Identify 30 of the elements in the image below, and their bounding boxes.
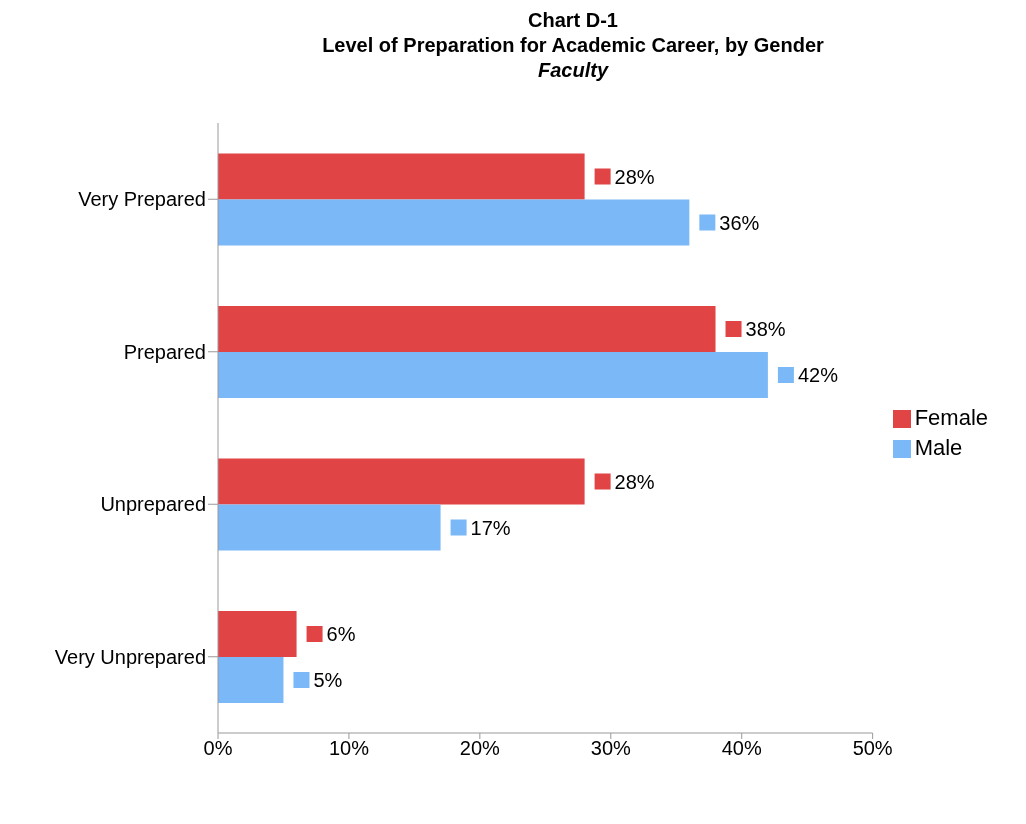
data-label: 17% (470, 516, 511, 539)
y-tick-label: Unprepared (100, 493, 206, 516)
bar (218, 611, 297, 657)
legend-label: Female (914, 405, 988, 430)
x-tick-label: 30% (590, 737, 632, 760)
legend-label: Male (914, 435, 963, 460)
data-label: 36% (719, 211, 760, 234)
data-label: 42% (797, 364, 839, 386)
data-label: 38% (745, 318, 786, 340)
y-tick-label: Very Unprepared (54, 645, 206, 668)
bar (218, 504, 441, 551)
bar (218, 657, 284, 703)
bar (218, 199, 690, 246)
data-label: 28% (614, 470, 655, 493)
bar (218, 458, 585, 505)
bar (218, 352, 768, 398)
data-label: 6% (326, 623, 356, 645)
x-tick-label: 10% (328, 737, 370, 760)
y-tick-label: Very Prepared (78, 188, 206, 211)
data-label: 28% (614, 165, 655, 188)
x-tick-label: 0% (203, 737, 233, 760)
x-tick-label: 40% (721, 737, 762, 760)
chart-subtitle: Faculty (537, 58, 610, 83)
y-tick-label: Prepared (123, 340, 206, 363)
bar (218, 153, 585, 200)
data-label: 5% (313, 669, 343, 691)
chart-title: Chart D-1 Level of Preparation for Academic Career, by Gender (321, 8, 825, 58)
bar (218, 306, 716, 352)
x-tick-label: 20% (459, 737, 501, 760)
x-tick-label: 50% (852, 737, 893, 760)
